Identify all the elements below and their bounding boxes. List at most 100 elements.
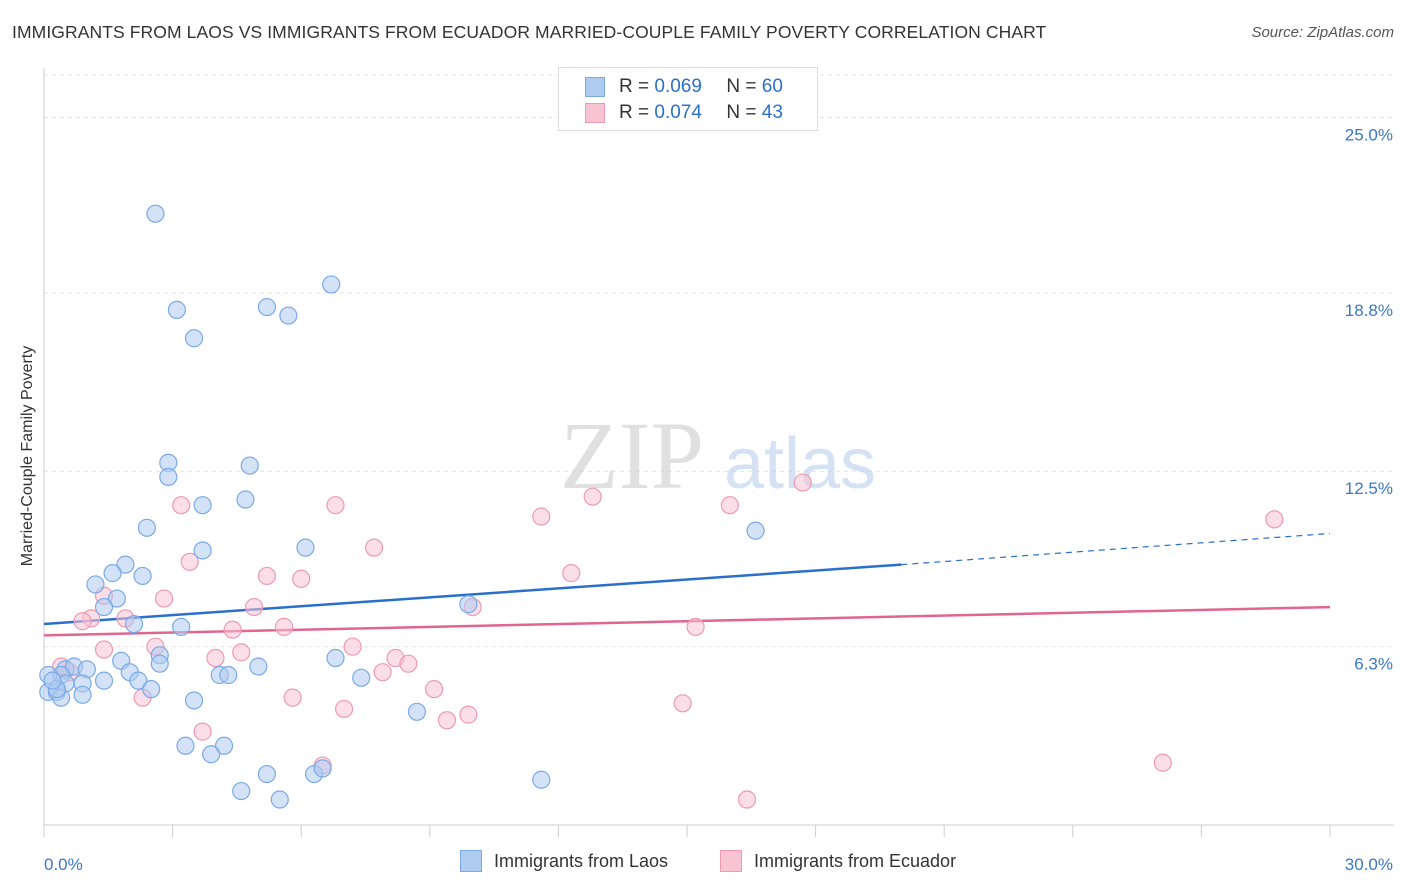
- laos-point-23: [172, 617, 191, 636]
- y-tick-label-3: 25.0%: [1345, 125, 1393, 144]
- series-legend-laos[interactable]: Immigrants from Laos: [460, 850, 668, 872]
- ecuador-point-0: [793, 473, 812, 492]
- laos-point-9: [193, 496, 212, 515]
- legend-swatch-ecuador: [585, 103, 605, 123]
- ecuador-point-38: [437, 711, 457, 730]
- series-label-laos: Immigrants from Laos: [494, 850, 669, 871]
- laos-point-46: [184, 691, 204, 710]
- legend-n-value-laos: 60: [761, 76, 783, 97]
- laos-point-21: [459, 595, 478, 614]
- laos-point-6: [240, 456, 259, 475]
- source-credit: Source: ZipAtlas.com: [1251, 24, 1394, 41]
- ecuador-point-23: [343, 637, 362, 656]
- watermark-atlas: atlas: [724, 424, 876, 504]
- legend-n-label: N =: [726, 102, 757, 123]
- ecuador-point-39: [193, 722, 212, 741]
- watermark-zip: ZIP: [560, 402, 704, 509]
- laos-point-2: [167, 300, 186, 320]
- laos-point-5: [184, 329, 204, 348]
- ecuador-point-19: [223, 620, 242, 639]
- laos-point-35: [352, 668, 371, 687]
- y-tick-label-1: 12.5%: [1345, 479, 1393, 498]
- laos-point-14: [296, 538, 315, 557]
- laos-point-16: [133, 566, 152, 586]
- laos-points: [39, 204, 765, 809]
- series-legend: Immigrants from Laos Immigrants from Ecu…: [0, 850, 1406, 878]
- laos-point-15: [116, 555, 135, 574]
- laos-point-8: [159, 467, 178, 486]
- laos-point-48: [176, 736, 195, 755]
- ecuador-point-25: [232, 643, 251, 662]
- ecuador-point-11: [292, 569, 311, 588]
- ecuador-point-34: [283, 688, 302, 707]
- ecuador-points: [52, 473, 1284, 809]
- laos-point-34: [219, 665, 238, 685]
- laos-point-28: [326, 648, 345, 668]
- correlation-legend: R = 0.069 N = 60 R = 0.074 N = 43: [558, 67, 818, 131]
- series-legend-ecuador[interactable]: Immigrants from Ecuador: [720, 850, 956, 872]
- series-label-ecuador: Immigrants from Ecuador: [754, 850, 957, 871]
- axes: [43, 68, 1394, 837]
- ecuador-point-14: [244, 597, 264, 617]
- legend-r-label: R =: [619, 102, 650, 123]
- ecuador-point-36: [334, 699, 354, 719]
- legend-r-value-ecuador: 0.074: [654, 102, 702, 123]
- laos-point-54: [532, 770, 551, 789]
- laos-point-10: [236, 490, 255, 509]
- ecuador-point-2: [172, 496, 191, 515]
- y-tick-label-0: 6.3%: [1354, 655, 1393, 674]
- laos-point-22: [124, 614, 144, 634]
- series-swatch-ecuador: [720, 850, 742, 872]
- ecuador-point-37: [459, 705, 478, 724]
- ecuador-point-4: [720, 496, 739, 515]
- series-swatch-laos: [460, 850, 482, 872]
- laos-point-47: [407, 702, 427, 721]
- ecuador-point-9: [562, 564, 581, 583]
- ecuador-point-1: [583, 487, 602, 506]
- laos-point-19: [107, 589, 126, 608]
- laos-point-20: [94, 597, 114, 617]
- laos-point-0: [146, 204, 165, 223]
- legend-r-label: R =: [619, 76, 650, 97]
- ecuador-point-35: [673, 694, 692, 713]
- ecuador-point-21: [686, 617, 705, 636]
- laos-point-27: [249, 657, 268, 676]
- ecuador-point-18: [73, 612, 92, 631]
- laos-point-56: [270, 790, 289, 809]
- laos-point-13: [193, 541, 212, 560]
- legend-swatch-laos: [585, 77, 605, 97]
- ecuador-point-41: [1153, 753, 1172, 772]
- laos-point-26: [150, 654, 169, 673]
- ecuador-point-10: [257, 566, 277, 586]
- laos-point-41: [142, 680, 161, 699]
- legend-n-value-ecuador: 43: [761, 102, 783, 123]
- laos-point-55: [232, 781, 251, 801]
- laos-trend-line: [43, 563, 902, 626]
- laos-point-11: [137, 518, 156, 537]
- ecuador-point-5: [532, 507, 551, 526]
- legend-n-label: N =: [726, 76, 757, 97]
- y-axis-label: Married-Couple Family Poverty: [19, 345, 36, 567]
- ecuador-point-7: [364, 538, 384, 557]
- ecuador-point-42: [737, 790, 757, 809]
- ecuador-point-6: [1265, 510, 1284, 529]
- chart-title: IMMIGRANTS FROM LAOS VS IMMIGRANTS FROM …: [12, 22, 1047, 42]
- laos-point-49: [214, 736, 234, 755]
- laos-point-12: [746, 521, 765, 540]
- laos-point-59: [43, 671, 62, 690]
- laos-point-44: [73, 685, 92, 704]
- gridlines: [44, 74, 1394, 648]
- ecuador-point-32: [424, 680, 444, 699]
- laos-trend-extension: [901, 532, 1331, 566]
- legend-row-laos: R = 0.069 N = 60: [585, 75, 783, 99]
- trend-lines: [43, 532, 1331, 637]
- tick-labels: 6.3% 12.5% 18.8% 25.0% 0.0% 30.0%: [44, 125, 1393, 874]
- y-tick-label-2: 18.8%: [1345, 301, 1393, 320]
- watermark: ZIP atlas: [560, 402, 876, 509]
- legend-row-ecuador: R = 0.074 N = 43: [585, 101, 783, 125]
- laos-point-50: [202, 745, 221, 764]
- laos-point-1: [322, 275, 341, 294]
- laos-point-4: [279, 306, 298, 325]
- ecuador-point-26: [206, 648, 225, 668]
